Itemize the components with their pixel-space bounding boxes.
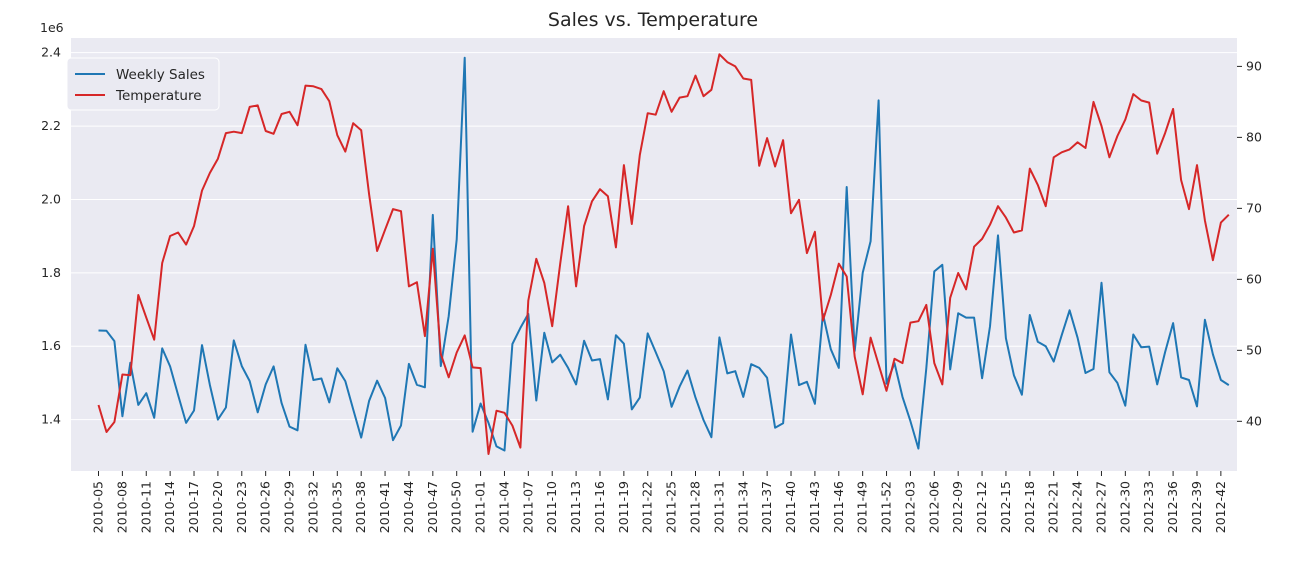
y-right-tick-label: 70 xyxy=(1246,200,1262,215)
y-right-tick-label: 80 xyxy=(1246,129,1262,144)
left-axis: 1.4 1.6 1.8 2.0 2.2 2.4 xyxy=(41,45,61,427)
x-tick-label: 2012-27 xyxy=(1093,481,1108,533)
x-tick-label: 2010-47 xyxy=(425,481,440,533)
x-tick-label: 2012-12 xyxy=(974,481,989,533)
x-tick-label: 2011-13 xyxy=(568,481,583,533)
y-right-tick-label: 60 xyxy=(1246,271,1262,286)
x-tick-label: 2011-19 xyxy=(616,481,631,533)
x-tick-label: 2011-43 xyxy=(807,481,822,533)
x-tick-label: 2010-05 xyxy=(91,481,106,533)
x-tick-label: 2010-26 xyxy=(258,481,273,533)
gridlines xyxy=(71,52,1237,421)
x-tick-label: 2010-35 xyxy=(329,481,344,533)
right-axis: 40 50 60 70 80 90 xyxy=(1237,58,1262,428)
x-tick-label: 2010-50 xyxy=(449,481,464,533)
x-tick-label: 2010-23 xyxy=(234,481,249,533)
x-tick-label: 2012-18 xyxy=(1022,481,1037,533)
series-line-weekly-sales xyxy=(98,56,1230,452)
x-tick-label: 2012-21 xyxy=(1046,481,1061,533)
y-left-tick-label: 2.4 xyxy=(41,45,61,60)
x-tick-label: 2012-30 xyxy=(1117,481,1132,533)
y-left-tick-label: 1.6 xyxy=(41,338,61,353)
x-tick-label: 2011-04 xyxy=(496,481,511,533)
y-right-tick-label: 90 xyxy=(1246,58,1262,73)
series-line-temperature xyxy=(97,53,1230,455)
x-tick-label: 2012-42 xyxy=(1213,481,1228,533)
x-tick-label: 2010-08 xyxy=(114,481,129,533)
x-tick-label: 2012-15 xyxy=(998,481,1013,533)
y-multiplier-label: 1e6 xyxy=(40,20,64,35)
legend-label: Weekly Sales xyxy=(116,67,205,83)
x-tick-label: 2012-06 xyxy=(926,481,941,533)
legend: Weekly Sales Temperature xyxy=(66,57,220,111)
x-tick-label: 2012-24 xyxy=(1070,481,1085,533)
x-tick-label: 2011-31 xyxy=(711,481,726,533)
chart-title: Sales vs. Temperature xyxy=(548,9,758,31)
x-tick-label: 2010-17 xyxy=(186,481,201,533)
x-tick-label: 2012-33 xyxy=(1141,481,1156,533)
y-right-tick-label: 50 xyxy=(1246,342,1262,357)
x-tick-label: 2011-01 xyxy=(473,481,488,533)
y-right-tick-label: 40 xyxy=(1246,413,1262,428)
series-layer xyxy=(97,53,1230,455)
y-left-tick-label: 1.4 xyxy=(41,412,61,427)
legend-label: Temperature xyxy=(115,88,202,104)
x-tick-label: 2011-10 xyxy=(544,481,559,533)
plot-background xyxy=(71,38,1237,471)
x-tick-label: 2012-09 xyxy=(950,481,965,533)
x-axis: 2010-05 2010-08 2010-11 2010-14 2010-17 2010-… xyxy=(91,471,1228,533)
x-tick-label: 2010-32 xyxy=(305,481,320,533)
x-tick-label: 2011-49 xyxy=(855,481,870,533)
y-left-tick-label: 1.8 xyxy=(41,265,61,280)
x-tick-label: 2010-38 xyxy=(353,481,368,533)
x-tick-label: 2011-16 xyxy=(592,481,607,533)
x-tick-label: 2011-37 xyxy=(759,481,774,533)
x-tick-label: 2011-25 xyxy=(664,481,679,533)
x-tick-label: 2010-11 xyxy=(138,481,153,533)
x-tick-label: 2010-20 xyxy=(210,481,225,533)
y-left-tick-label: 2.0 xyxy=(41,191,61,206)
x-tick-label: 2011-34 xyxy=(735,481,750,533)
x-tick-label: 2010-41 xyxy=(377,481,392,533)
x-tick-label: 2011-07 xyxy=(520,481,535,533)
x-tick-label: 2010-29 xyxy=(282,481,297,533)
x-tick-label: 2011-22 xyxy=(640,481,655,533)
legend-box xyxy=(66,57,220,111)
x-tick-label: 2012-36 xyxy=(1165,481,1180,533)
x-tick-label: 2010-14 xyxy=(162,481,177,533)
x-tick-label: 2011-40 xyxy=(783,481,798,533)
x-tick-label: 2011-28 xyxy=(688,481,703,533)
x-tick-label: 2012-03 xyxy=(902,481,917,533)
x-tick-label: 2011-52 xyxy=(879,481,894,533)
x-tick-label: 2012-39 xyxy=(1189,481,1204,533)
x-tick-label: 2011-46 xyxy=(831,481,846,533)
y-left-tick-label: 2.2 xyxy=(41,118,61,133)
x-tick-label: 2010-44 xyxy=(401,481,416,533)
